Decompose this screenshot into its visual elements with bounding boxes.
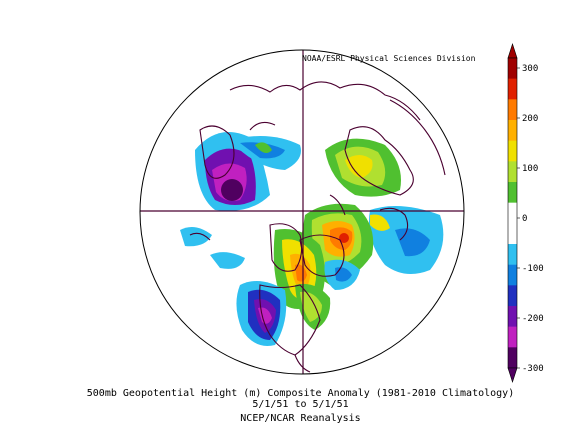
colorbar-segment xyxy=(508,202,517,224)
colorbar-segment xyxy=(508,78,517,100)
colorbar-segment xyxy=(508,120,517,141)
colorbar-tick-label: -300 xyxy=(522,364,544,374)
colorbar-segment xyxy=(508,161,517,183)
coastlines xyxy=(189,81,446,373)
colorbar-segment xyxy=(508,99,517,121)
colorbar-segment xyxy=(508,285,517,307)
caption-dates: 5/1/51 to 5/1/51 xyxy=(252,399,349,410)
colorbar-tick-label: 0 xyxy=(522,214,528,224)
polar-map xyxy=(139,49,465,375)
colorbar-segment xyxy=(508,244,517,265)
credit-text: NOAA/ESRL Physical Sciences Division xyxy=(302,54,476,63)
colorbar-segment xyxy=(508,182,517,203)
caption-title: 500mb Geopotential Height (m) Composite … xyxy=(86,388,515,399)
colorbar-segment xyxy=(508,223,517,245)
colorbar-arrow-top xyxy=(507,43,518,59)
colorbar-segment xyxy=(508,306,517,327)
colorbar-segment xyxy=(508,58,517,79)
colorbar-segment xyxy=(508,326,517,348)
colorbar-tick-label: 200 xyxy=(522,114,539,124)
colorbar-arrow-bottom xyxy=(507,367,518,383)
caption-source: NCEP/NCAR Reanalysis xyxy=(240,413,361,424)
colorbar-segment xyxy=(508,264,517,286)
map-ocean xyxy=(140,50,464,374)
colorbar-segment xyxy=(508,347,517,369)
colorbar xyxy=(507,43,520,383)
colorbar-tick-label: 300 xyxy=(522,64,539,74)
colorbar-segment xyxy=(508,140,517,162)
colorbar-tick-label: 100 xyxy=(522,164,539,174)
map-border xyxy=(139,49,465,375)
colorbar-tick-label: -100 xyxy=(522,264,544,274)
anomaly-shading xyxy=(180,81,446,373)
colorbar-tick-label: -200 xyxy=(522,314,544,324)
